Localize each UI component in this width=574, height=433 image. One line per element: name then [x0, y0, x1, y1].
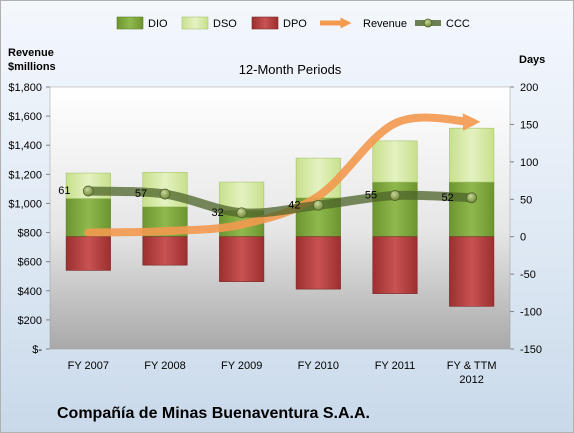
legend-marker-ccc: [423, 18, 433, 28]
left-axis-tick-label: $1,400: [8, 140, 42, 152]
left-axis-tick-label: $1,000: [8, 198, 42, 210]
left-axis-tick-label: $400: [18, 286, 42, 298]
bar-dpo: [449, 236, 495, 307]
left-axis-title-line1: Revenue: [8, 47, 54, 59]
left-axis-title-line2: $millions: [8, 61, 56, 73]
x-axis-tick-label: FY 2009: [221, 360, 262, 372]
x-axis-tick-label: FY & TTM: [447, 360, 497, 372]
bar-dpo: [65, 236, 111, 271]
left-axis-tick-label: $800: [18, 228, 42, 240]
ccc-data-label: 61: [58, 185, 70, 197]
legend-swatch-dpo: [251, 16, 279, 30]
right-axis-tick-label: 50: [520, 194, 532, 206]
ccc-data-label: 57: [135, 188, 147, 200]
right-axis-tick-label: 150: [520, 119, 538, 131]
legend: DIO DSO DPO Revenue CCC: [116, 16, 470, 30]
chart-title: 12-Month Periods: [239, 62, 342, 77]
right-axis-tick-label: 200: [520, 82, 538, 94]
bar-dso: [372, 140, 418, 183]
right-axis: -150 -100 -50 0 50 100 150 200: [510, 82, 542, 356]
ccc-data-label: 55: [365, 190, 377, 202]
x-axis-tick-label: FY 2011: [375, 360, 416, 372]
ccc-line: [83, 186, 477, 218]
left-axis-tick-label: $-: [32, 344, 42, 356]
legend-label-dio: DIO: [148, 18, 168, 30]
x-axis-tick-label: FY 2007: [68, 360, 109, 372]
left-axis: $- $200 $400 $600 $800 $1,000 $1,200 $1,400 $1,6…: [8, 82, 50, 356]
right-axis-title: Days: [519, 54, 545, 66]
bar-dso: [449, 127, 495, 183]
legend-label-dso: DSO: [213, 18, 237, 30]
left-axis-tick-label: $1,800: [8, 82, 42, 94]
left-axis-tick-label: $200: [18, 315, 42, 327]
bar-dpo: [219, 236, 265, 282]
legend-swatch-dio: [116, 16, 144, 30]
right-axis-tick-label: -100: [520, 307, 542, 319]
x-axis-tick-label: 2012: [459, 374, 483, 386]
company-name: Compañía de Minas Buenaventura S.A.A.: [57, 405, 370, 422]
ccc-point: [82, 185, 94, 197]
x-axis-tick-label: FY 2010: [298, 360, 339, 372]
bar-dso: [219, 181, 265, 211]
right-axis-tick-label: 100: [520, 157, 538, 169]
legend-label-ccc: CCC: [446, 18, 470, 30]
ccc-point: [466, 192, 478, 204]
left-axis-tick-label: $1,600: [8, 111, 42, 123]
x-axis-tick-label: FY 2008: [144, 360, 185, 372]
x-axis: FY 2007 FY 2008 FY 2009 FY 2010 FY 2011 FY & …: [68, 360, 497, 386]
legend-swatch-dso: [181, 16, 209, 30]
right-axis-tick-label: -50: [520, 269, 536, 281]
ccc-data-label: 32: [212, 207, 224, 219]
ccc-point: [312, 199, 324, 211]
left-axis-tick-label: $600: [18, 257, 42, 269]
legend-label-revenue: Revenue: [363, 18, 407, 30]
right-axis-tick-label: -150: [520, 344, 542, 356]
legend-label-dpo: DPO: [283, 18, 307, 30]
ccc-series: 61 57 32 42 55 52: [58, 185, 478, 219]
bar-dpo: [142, 236, 188, 266]
ccc-point: [389, 190, 401, 201]
bar-dpo: [295, 236, 341, 290]
right-axis-tick-label: 0: [520, 232, 526, 244]
ccc-data-label: 52: [442, 192, 454, 204]
ccc-data-label: 42: [288, 199, 300, 211]
ccc-point: [236, 207, 248, 219]
bar-dpo: [372, 236, 418, 294]
left-axis-tick-label: $1,200: [8, 169, 42, 181]
ccc-point: [159, 188, 171, 200]
bar-dio: [449, 181, 495, 238]
